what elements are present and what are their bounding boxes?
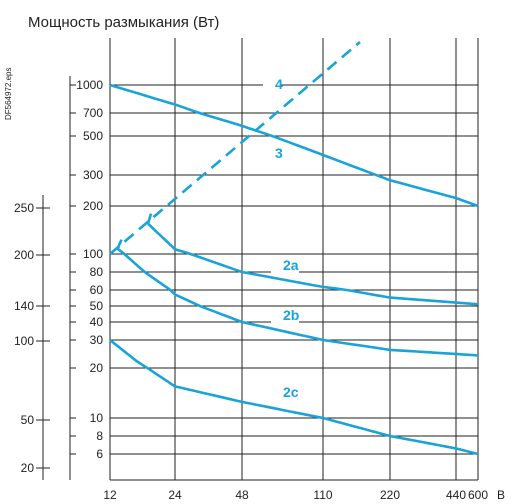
outer-y-tick-label: 140: [14, 299, 34, 313]
x-unit-label: В: [497, 488, 505, 502]
series-label-3: 3: [275, 145, 283, 161]
y-tick-label: 500: [83, 129, 103, 143]
x-tick-label: 12: [103, 488, 117, 502]
series-label-bg: [271, 257, 299, 275]
y-tick-label: 10: [90, 411, 104, 425]
y-tick-label: 700: [83, 106, 103, 120]
y-tick-label: 8: [96, 429, 103, 443]
y-tick-label: 200: [83, 199, 103, 213]
series-label-bg: [271, 307, 299, 325]
y-tick-label: 30: [90, 333, 104, 347]
y-tick-label: 80: [90, 265, 104, 279]
y-tick-label: 20: [90, 361, 104, 375]
x-tick-label: 48: [235, 488, 249, 502]
series-line-4: [109, 41, 361, 255]
outer-y-tick-label: 250: [14, 201, 34, 215]
y-tick-label: 50: [90, 299, 104, 313]
series-label-bg: [263, 76, 281, 94]
series-layer: 4 3 2a 2b 2c: [109, 41, 479, 456]
x-tick-label: 110: [313, 488, 332, 502]
side-note: DF564972.eps: [4, 68, 13, 120]
outer-y-tick-label: 20: [21, 461, 35, 475]
series-label-bg: [271, 384, 299, 402]
chart-title: Мощность размыкания (Вт): [28, 14, 219, 31]
series-label-2a: 2a: [283, 257, 299, 273]
y-tick-label: 6: [96, 447, 103, 461]
series-label-bg: [263, 145, 281, 163]
series-label-2c: 2c: [283, 384, 299, 400]
x-tick-label: 24: [168, 488, 182, 502]
series-line-2b: [116, 247, 479, 357]
series-line-2a: [147, 222, 479, 306]
series-line-3: [109, 83, 479, 208]
y-tick-label: 300: [83, 168, 103, 182]
y-tick-label: 100: [83, 247, 103, 261]
y-tick-label: 60: [90, 283, 104, 297]
series-tick-2b: [116, 239, 123, 250]
y-tick-label: 1000: [76, 78, 103, 92]
outer-y-tick-label: 200: [14, 248, 34, 262]
axes: 1000 700 500 300 200 100 80 60 50 40 30 20 10 8 6 250 20…: [14, 76, 505, 502]
series-line-2c: [109, 338, 479, 456]
x-tick-label: 220: [380, 488, 400, 502]
x-tick-label: 600: [468, 488, 488, 502]
outer-y-tick-label: 100: [14, 334, 34, 348]
outer-y-tick-label: 50: [21, 413, 35, 427]
series-tick-2a: [146, 213, 153, 225]
x-tick-label: 440: [446, 488, 466, 502]
series-label-2b: 2b: [283, 307, 299, 323]
y-tick-label: 40: [90, 315, 104, 329]
series-label-4: 4: [275, 76, 283, 92]
